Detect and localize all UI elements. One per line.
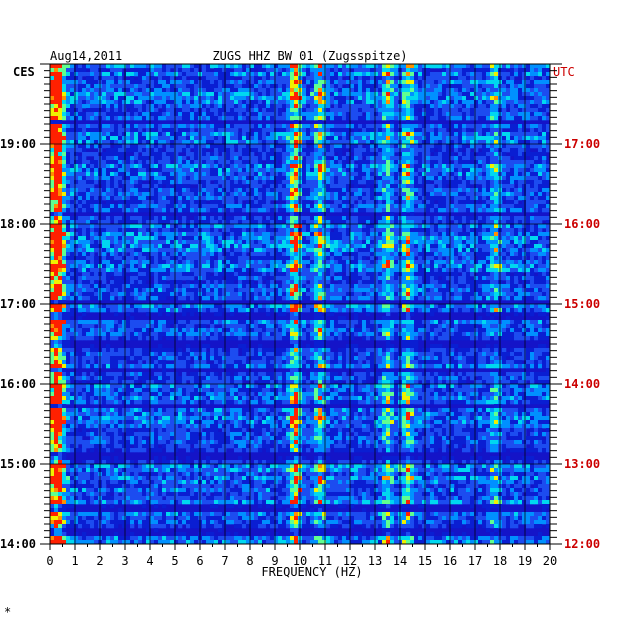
x-tick-label: 4 bbox=[146, 554, 153, 568]
x-tick-label: 7 bbox=[221, 554, 228, 568]
x-tick-label: 16 bbox=[443, 554, 457, 568]
x-tick-label: 0 bbox=[46, 554, 53, 568]
right-timezone-label: UTC bbox=[553, 65, 575, 79]
x-tick-label: 9 bbox=[271, 554, 278, 568]
x-tick-label: 10 bbox=[293, 554, 307, 568]
left-time-label: 17:00 bbox=[0, 297, 36, 311]
x-tick-label: 11 bbox=[318, 554, 332, 568]
right-time-label: 14:00 bbox=[564, 377, 600, 391]
x-tick-label: 14 bbox=[393, 554, 407, 568]
chart-station-title: ZUGS HHZ BW 01 (Zugsspitze) bbox=[212, 49, 407, 63]
right-time-label: 12:00 bbox=[564, 537, 600, 551]
x-tick-label: 2 bbox=[96, 554, 103, 568]
left-time-label: 16:00 bbox=[0, 377, 36, 391]
left-time-label: 15:00 bbox=[0, 457, 36, 471]
x-tick-label: 17 bbox=[468, 554, 482, 568]
x-tick-label: 3 bbox=[121, 554, 128, 568]
x-tick-label: 12 bbox=[343, 554, 357, 568]
x-tick-label: 15 bbox=[418, 554, 432, 568]
x-tick-label: 6 bbox=[196, 554, 203, 568]
right-time-label: 13:00 bbox=[564, 457, 600, 471]
x-tick-label: 5 bbox=[171, 554, 178, 568]
right-time-label: 17:00 bbox=[564, 137, 600, 151]
footer-mark: * bbox=[4, 605, 11, 619]
x-tick-label: 20 bbox=[543, 554, 557, 568]
x-tick-label: 13 bbox=[368, 554, 382, 568]
x-tick-label: 18 bbox=[493, 554, 507, 568]
right-time-label: 15:00 bbox=[564, 297, 600, 311]
left-time-axis: 19:00 18:00 17:00 16:00 15:00 14:00 bbox=[0, 63, 50, 551]
left-time-label: 14:00 bbox=[0, 537, 36, 551]
left-time-label: 19:00 bbox=[0, 137, 36, 151]
x-tick-label: 19 bbox=[518, 554, 532, 568]
chart-date: Aug14,2011 bbox=[50, 49, 122, 63]
right-time-label: 16:00 bbox=[564, 217, 600, 231]
right-time-axis: 17:00 16:00 15:00 14:00 13:00 12:00 bbox=[550, 63, 600, 551]
frequency-axis: 0 1 2 3 4 5 6 7 8 9 10 11 12 13 14 15 16 17 18 19 20 bbox=[46, 544, 557, 568]
left-time-label: 18:00 bbox=[0, 217, 36, 231]
x-tick-label: 1 bbox=[71, 554, 78, 568]
x-tick-label: 8 bbox=[246, 554, 253, 568]
x-axis-label: FREQUENCY (HZ) bbox=[261, 565, 362, 579]
left-timezone-label: CES bbox=[13, 65, 35, 79]
grid-lines bbox=[50, 64, 550, 544]
